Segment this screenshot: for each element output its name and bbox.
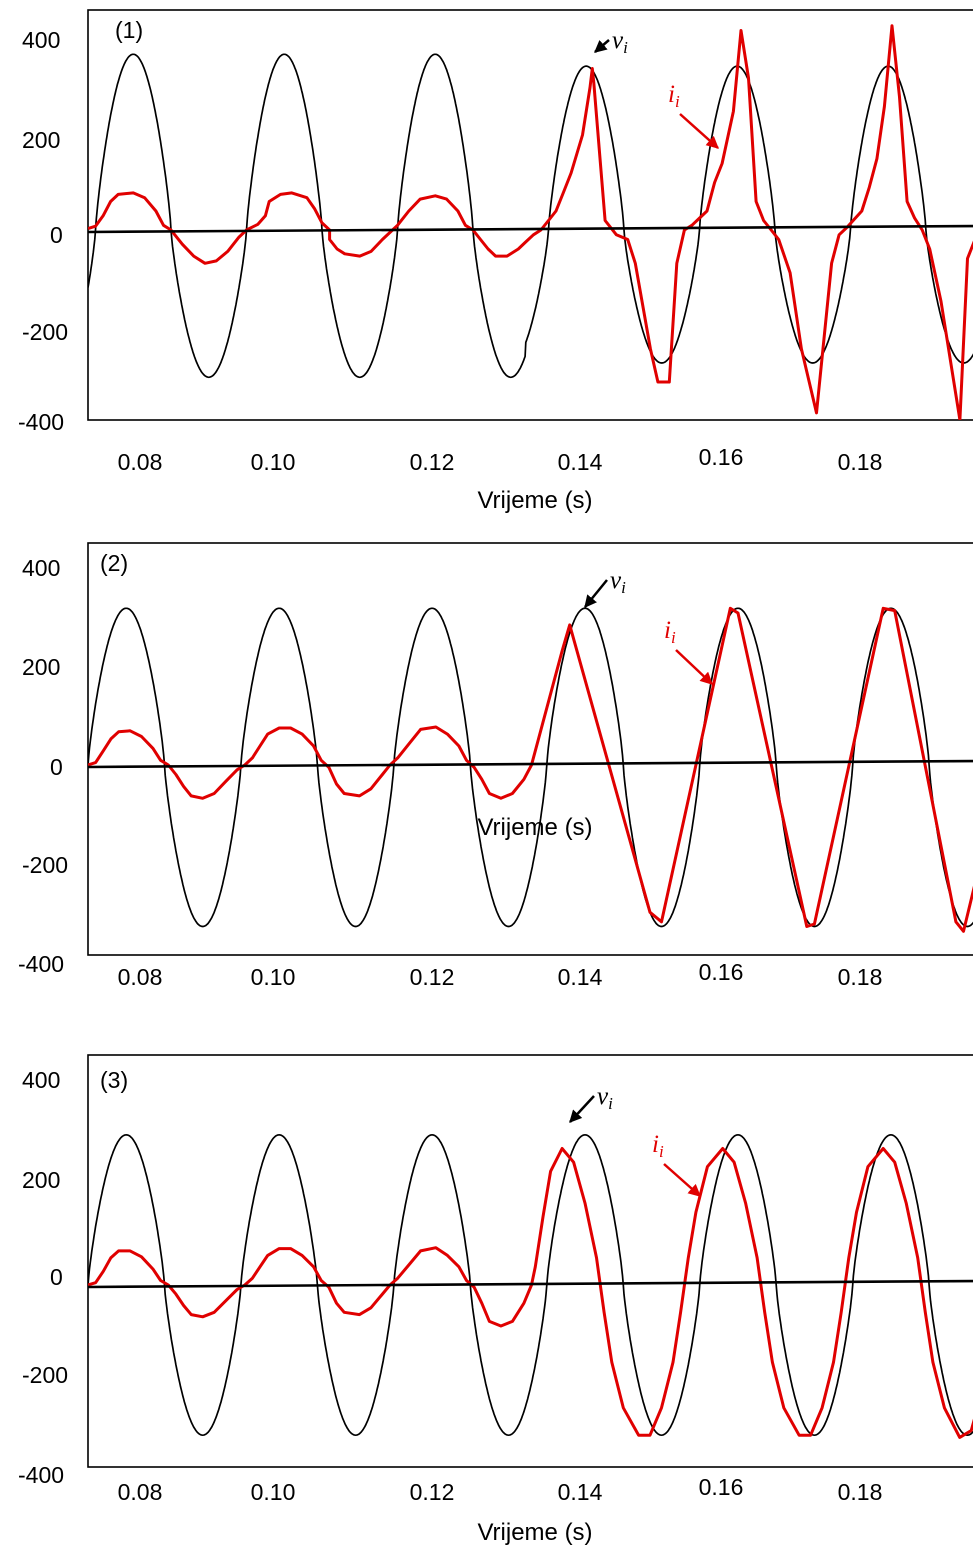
x-tick-label: 0.08 — [118, 964, 163, 990]
y-tick-label: 0 — [50, 754, 63, 780]
y-tick-label: 0 — [50, 1264, 63, 1290]
y-tick-label: 400 — [22, 1067, 60, 1093]
y-tick-label: -200 — [22, 1362, 68, 1388]
x-tick-label: 0.12 — [410, 964, 455, 990]
zero-line — [87, 1279, 973, 1289]
panel-label: (1) — [115, 17, 143, 43]
zero-line — [87, 224, 973, 234]
y-tick-label: 400 — [22, 555, 60, 581]
x-axis-label: Vrijeme (s) — [477, 487, 592, 514]
zero-line — [87, 759, 973, 769]
current-series-line — [88, 606, 973, 933]
x-tick-label: 0.08 — [118, 449, 163, 475]
current-series-line — [88, 1147, 973, 1439]
voltage-annotation-arrow — [584, 579, 608, 608]
panel-label: (3) — [100, 1067, 128, 1093]
x-tick-label: 0.18 — [838, 1479, 883, 1505]
x-tick-label: 0.18 — [838, 449, 883, 475]
y-tick-label: 200 — [22, 1167, 60, 1193]
plot-frame — [87, 9, 973, 421]
x-axis-label: Vrijeme (s) — [477, 1519, 592, 1546]
voltage-series-line — [88, 53, 973, 379]
x-tick-label: 0.16 — [699, 1474, 744, 1500]
current-annotation-arrow — [675, 649, 713, 685]
y-tick-label: 0 — [50, 222, 63, 248]
y-tick-label: 200 — [22, 654, 60, 680]
x-tick-label: 0.10 — [251, 449, 296, 475]
y-tick-label: -400 — [18, 1462, 64, 1488]
x-tick-label: 0.10 — [251, 1479, 296, 1505]
chart-panel-3: 400 200 0 -200 -400 0.08 0.10 0.12 0.14 0.16 0.18 V… — [18, 1054, 973, 1546]
voltage-annotation-label: vi — [612, 27, 628, 57]
voltage-annotation-label: vi — [597, 1083, 613, 1113]
x-tick-label: 0.18 — [838, 964, 883, 990]
chart-panel-1: 400 200 0 -200 -400 0.08 0.10 0.12 0.14 0.16 0.18 V… — [18, 9, 973, 514]
y-tick-label: -200 — [22, 319, 68, 345]
x-tick-label: 0.10 — [251, 964, 296, 990]
x-tick-label: 0.14 — [558, 1479, 603, 1505]
voltage-annotation-arrow — [594, 39, 610, 53]
voltage-series-line — [88, 607, 973, 928]
x-tick-label: 0.12 — [410, 1479, 455, 1505]
y-tick-label: 200 — [22, 127, 60, 153]
y-tick-label: -400 — [18, 951, 64, 977]
current-annotation-label: ii — [668, 81, 680, 111]
y-tick-label: 400 — [22, 27, 60, 53]
current-annotation-label: ii — [664, 617, 676, 647]
panel-label: (2) — [100, 550, 128, 576]
voltage-series-line — [88, 1133, 973, 1437]
y-tick-label: -400 — [18, 409, 64, 435]
voltage-annotation-label: vi — [610, 567, 626, 597]
x-tick-label: 0.14 — [558, 964, 603, 990]
y-tick-label: -200 — [22, 852, 68, 878]
current-annotation-label: ii — [652, 1131, 664, 1161]
x-tick-label: 0.16 — [699, 444, 744, 470]
x-tick-label: 0.16 — [699, 959, 744, 985]
x-tick-label: 0.08 — [118, 1479, 163, 1505]
x-tick-label: 0.14 — [558, 449, 603, 475]
plot-frame — [87, 542, 973, 956]
voltage-annotation-arrow — [569, 1095, 595, 1123]
x-axis-label: Vrijeme (s) — [477, 814, 592, 841]
x-tick-label: 0.12 — [410, 449, 455, 475]
chart-panel-2: 400 200 0 -200 -400 0.08 0.10 0.12 0.14 0.16 0.18 V… — [18, 542, 973, 990]
plot-frame — [87, 1054, 973, 1468]
current-annotation-arrow — [663, 1163, 701, 1197]
current-annotation-arrow — [679, 113, 719, 149]
